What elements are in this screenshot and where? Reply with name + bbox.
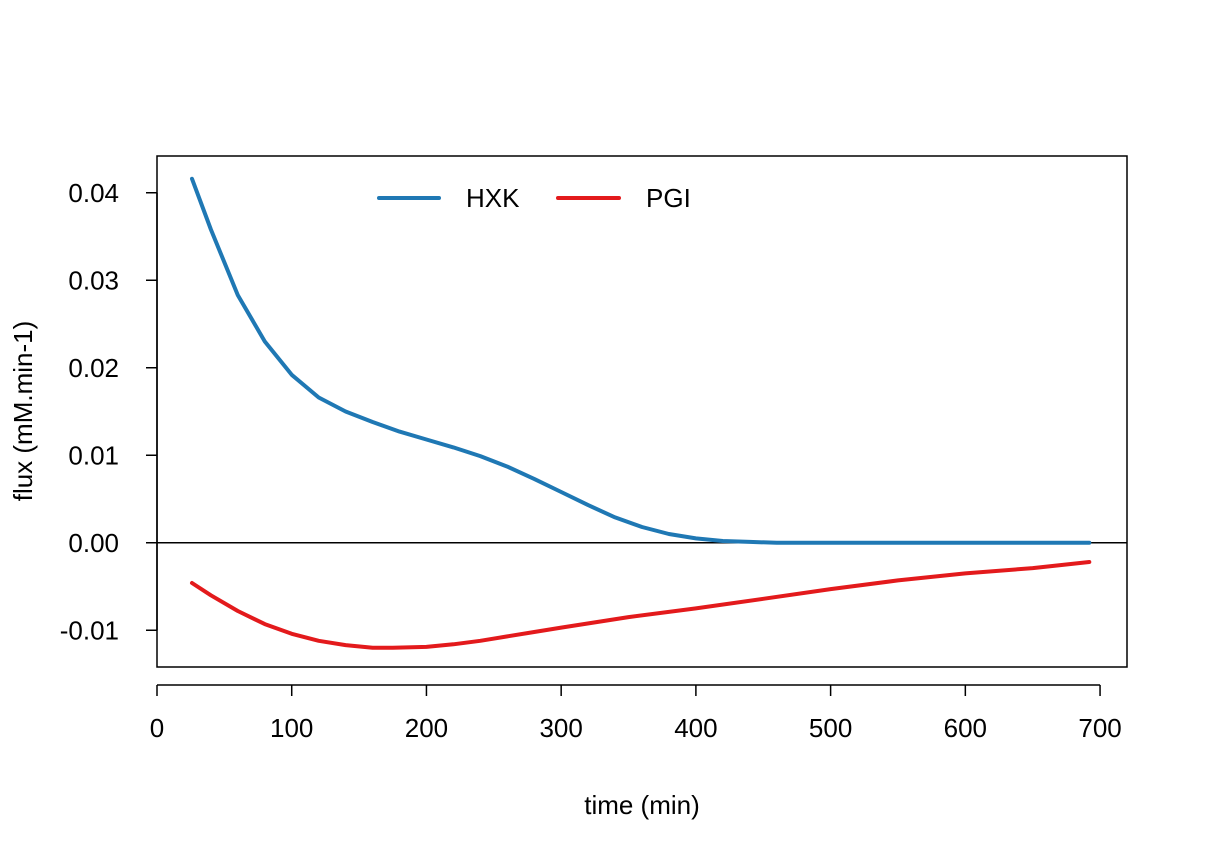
plot-frame bbox=[156, 155, 1128, 668]
x-tick-label: 700 bbox=[1078, 713, 1121, 743]
series-line-hxk bbox=[190, 176, 1092, 545]
y-tick-label: 0.04 bbox=[68, 178, 119, 208]
legend-label-hxk: HXK bbox=[466, 183, 520, 213]
legend-label-pgi: PGI bbox=[646, 183, 691, 213]
x-axis: 0 100 200 300 400 500 600 700 bbox=[150, 684, 1122, 743]
x-tick-label: 300 bbox=[539, 713, 582, 743]
y-tick-label: 0.00 bbox=[68, 528, 119, 558]
x-axis-title: time (min) bbox=[584, 790, 700, 820]
y-tick-label: 0.03 bbox=[68, 265, 119, 295]
y-axis-title: flux (mM.min-1) bbox=[8, 321, 38, 502]
series-line-pgi bbox=[190, 560, 1092, 650]
x-tick-label: 200 bbox=[405, 713, 448, 743]
y-tick-label: 0.01 bbox=[68, 440, 119, 470]
legend: HXK PGI bbox=[377, 183, 691, 213]
x-tick-label: 500 bbox=[809, 713, 852, 743]
x-tick-label: 400 bbox=[674, 713, 717, 743]
series-group bbox=[190, 176, 1092, 650]
y-tick-label: 0.02 bbox=[68, 353, 119, 383]
y-axis: -0.01 0.00 0.01 0.02 0.03 0.04 bbox=[60, 178, 158, 645]
x-tick-label: 0 bbox=[150, 713, 164, 743]
x-tick-label: 600 bbox=[944, 713, 987, 743]
x-tick-label: 100 bbox=[270, 713, 313, 743]
y-tick-label: -0.01 bbox=[60, 615, 119, 645]
